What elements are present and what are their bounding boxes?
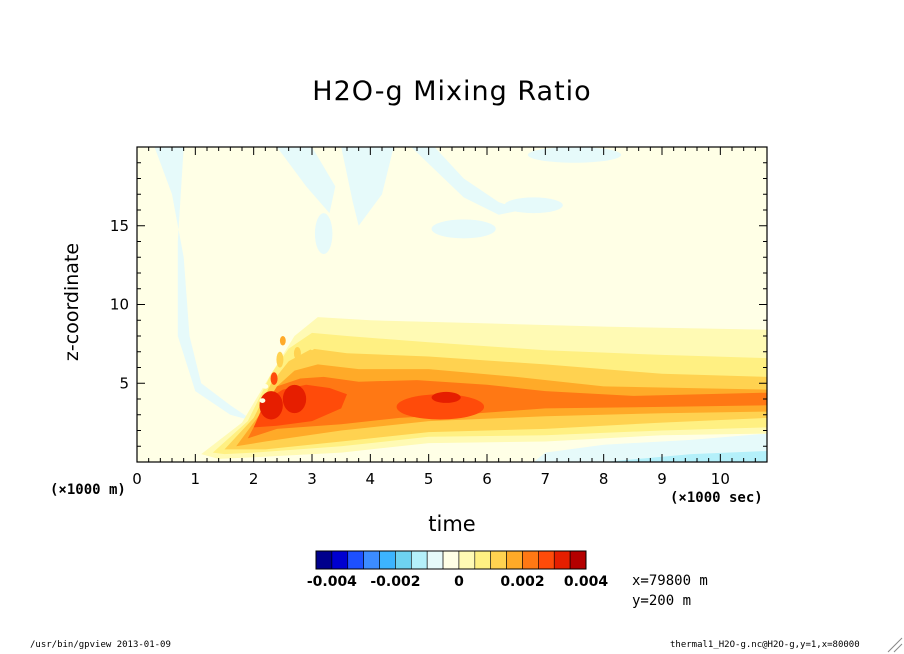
colorbar-swatch [395,550,412,570]
colorbar-swatch [442,550,460,570]
x-tick-label: 9 [657,470,667,488]
colorbar-tick-label: 0.004 [563,574,609,590]
x-unit-label: (×1000 sec) [670,490,763,506]
spike-b [293,347,301,360]
colorbar-tick-label: 0 [454,574,464,590]
colorbar-swatch [474,550,492,570]
plume-center-left-a [259,391,283,420]
y-unit-label: (×1000 m) [50,482,126,498]
resize-grip [887,637,903,653]
x-tick-label: 4 [366,470,376,488]
chart-title: H2O-g Mixing Ratio [312,76,592,107]
colorbar-tick-label: -0.004 [306,574,357,590]
x-tick-label: 0 [132,470,142,488]
x-tick-label: 2 [249,470,259,488]
x-tick-label: 1 [191,470,201,488]
colorbar-tick-label: 0.002 [500,574,545,590]
negative-blob-c [504,197,563,214]
footer-right: thermal1_H2O-g.nc@H2O-g,y=1,x=80000 [670,640,860,650]
x-tick-label: 3 [307,470,317,488]
colorbar-swatch [315,550,333,570]
x-tick-label: 5 [424,470,434,488]
colorbar-frame [315,550,587,570]
negative-blob-a [314,213,333,255]
negative-blob-b [431,219,496,239]
plume-center-left-b [282,384,307,414]
colorbar-swatch [490,550,507,570]
negative-band-c [411,147,522,215]
negative-surface-2 [603,451,767,462]
y-axis-label: z-coordinate [61,242,83,362]
colorbar-swatch [410,550,428,570]
colorbar-swatch [553,550,571,570]
spike-white-b [259,398,266,403]
negative-blob-d [527,147,622,163]
spike-white-a [262,384,269,389]
footer-left: /usr/bin/gpview 2013-01-09 [30,640,171,650]
heatmap-field [137,147,767,462]
colorbar-swatch [569,550,587,570]
negative-band-left [154,147,254,422]
negative-band-b [277,147,336,214]
resize-grip [893,643,903,653]
colorbar-swatch [522,550,539,570]
colorbar-swatch [331,550,349,570]
plot-axes: 0 1 2 3 4 5 6 7 8 9 10 5 10 15 [110,146,768,488]
x-axis-label: time [428,512,476,536]
annotation-x: x=79800 m [632,573,708,589]
colorbar-swatch [426,550,444,570]
spike-e [270,372,278,385]
y-tick-label: 10 [110,296,129,314]
x-tick-label: 7 [541,470,551,488]
spike-a [276,351,284,368]
colorbar-tick-label: -0.002 [370,574,421,590]
colorbar-swatch [538,550,555,570]
annotation-y: y=200 m [632,593,692,609]
spike-d [279,336,286,346]
spike-c [308,334,316,351]
colorbar [315,550,903,653]
y-tick-label: 5 [119,374,129,392]
plume-center-right [431,391,461,403]
colorbar-swatch [379,550,396,570]
plume-level-5 [247,376,767,439]
x-tick-label: 6 [482,470,492,488]
colorbar-swatch [347,550,364,570]
negative-band-a [341,147,394,226]
colorbar-swatch [363,550,380,570]
x-tick-label: 10 [711,470,730,488]
colorbar-swatch [506,550,523,570]
colorbar-swatch [458,550,476,570]
x-tick-label: 8 [599,470,609,488]
plume-core-right [396,394,485,420]
y-tick-label: 15 [110,217,129,235]
